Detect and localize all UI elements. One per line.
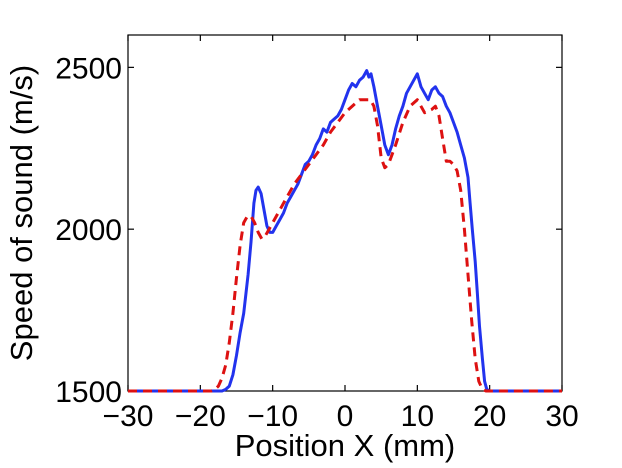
plot-area (127, 34, 563, 392)
y-tick-label: 2000 (55, 214, 122, 247)
x-tick-label: 0 (337, 400, 354, 433)
x-axis-label: Position X (mm) (235, 428, 455, 463)
y-tick-labels: 1500 2000 2500 (55, 52, 122, 409)
x-tick-label: 20 (473, 400, 506, 433)
x-tick-label: 30 (545, 400, 578, 433)
y-tick-label: 1500 (55, 376, 122, 409)
solid-series-line (128, 69, 562, 393)
dashed-series-line (128, 98, 562, 393)
x-tick-label: −30 (103, 400, 154, 433)
series-layer (128, 69, 562, 393)
x-tick-label: −20 (175, 400, 226, 433)
x-tick-label: 10 (401, 400, 434, 433)
x-tick-labels: −30 −20 −10 0 10 20 30 (103, 400, 579, 433)
x-tick-label: −10 (247, 400, 298, 433)
y-tick-label: 2500 (55, 52, 122, 85)
y-axis-label: Speed of sound (m/s) (4, 65, 39, 361)
